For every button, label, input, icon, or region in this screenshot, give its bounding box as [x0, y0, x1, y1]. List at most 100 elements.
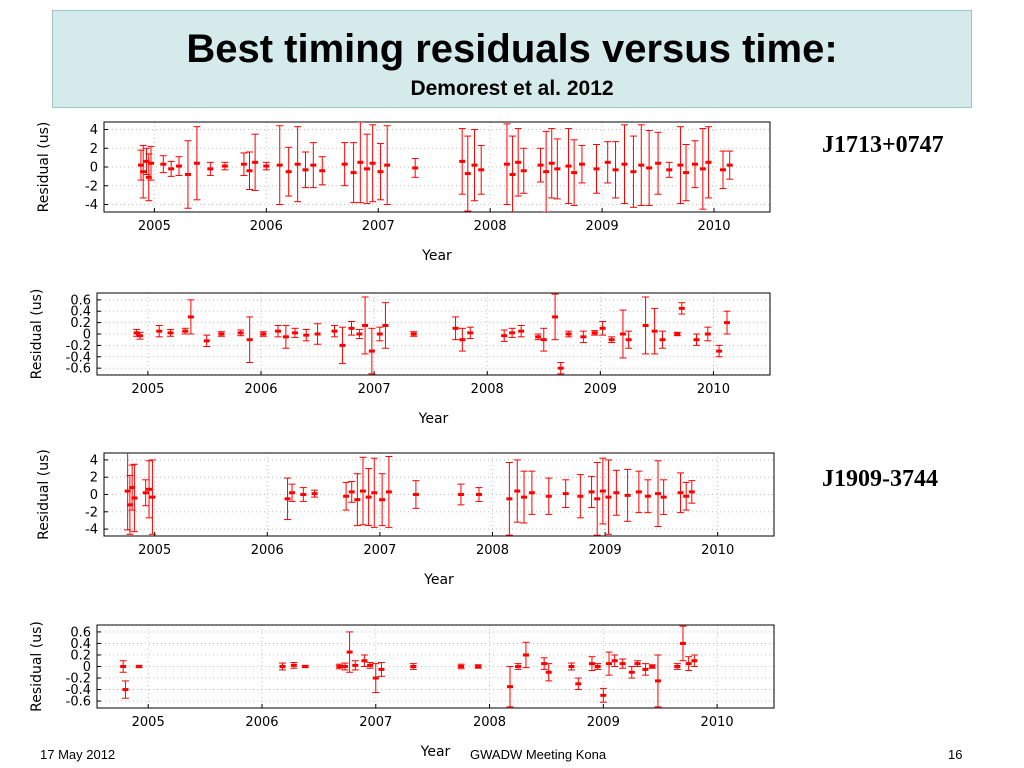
residual-marker: [604, 160, 611, 164]
data-point: [644, 479, 652, 514]
residual-marker: [276, 163, 283, 167]
residual-marker: [593, 167, 600, 171]
data-point: [361, 296, 369, 355]
residual-marker: [541, 662, 548, 666]
residual-marker: [384, 163, 391, 167]
residual-marker: [545, 670, 552, 674]
data-point: [309, 142, 317, 189]
residual-marker: [521, 495, 528, 499]
residual-marker: [279, 665, 286, 668]
data-point: [276, 125, 284, 205]
data-point: [594, 663, 602, 670]
data-point: [500, 329, 508, 342]
residual-marker: [621, 162, 628, 166]
x-tick-label: 2009: [587, 715, 620, 730]
data-point: [691, 140, 699, 189]
residual-marker: [124, 489, 131, 493]
residual-marker: [624, 493, 631, 497]
x-tick-label: 2010: [701, 543, 734, 558]
data-point: [206, 161, 214, 176]
data-point: [605, 651, 613, 676]
data-point: [294, 126, 302, 203]
x-tick-label: 2005: [138, 219, 171, 234]
data-point: [599, 687, 607, 703]
y-tick-label: 0.4: [70, 637, 91, 652]
residual-marker: [716, 349, 723, 353]
x-tick-label: 2007: [359, 715, 392, 730]
x-tick-label: 2008: [471, 382, 504, 397]
footer-date: 17 May 2012: [40, 747, 116, 762]
pulsar-label-j1713: J1713+0747: [822, 132, 944, 158]
data-point: [542, 130, 550, 212]
residual-marker: [655, 161, 662, 165]
data-point: [588, 656, 596, 672]
x-tick-label: 2010: [697, 219, 730, 234]
residual-marker: [260, 332, 267, 336]
residual-marker: [545, 494, 552, 498]
residual-marker: [691, 659, 698, 663]
data-point: [635, 470, 643, 514]
data-point: [167, 160, 175, 177]
data-point: [458, 327, 466, 352]
data-point: [145, 460, 153, 519]
data-point: [464, 135, 472, 212]
data-point: [660, 479, 668, 515]
data-point: [505, 462, 513, 536]
data-point: [383, 125, 391, 205]
data-point: [570, 139, 578, 206]
residual-marker: [311, 492, 318, 496]
data-points: [137, 122, 734, 212]
residual-marker: [364, 167, 371, 171]
data-point: [690, 654, 698, 667]
residual-marker: [143, 159, 150, 163]
residual-marker: [605, 495, 612, 499]
residual-marker: [263, 164, 270, 168]
data-point: [181, 327, 189, 335]
data-point: [514, 663, 522, 670]
residual-marker: [274, 329, 281, 333]
residual-marker: [699, 167, 706, 171]
data-point: [470, 129, 478, 202]
data-point: [540, 327, 548, 352]
data-point: [356, 122, 364, 204]
data-point: [457, 663, 465, 670]
data-point: [175, 156, 183, 176]
y-tick-label: -0.4: [66, 683, 91, 698]
data-point: [274, 324, 282, 338]
y-tick-label: 0: [83, 328, 91, 343]
y-tick-label: -0.2: [66, 339, 91, 354]
data-point: [625, 330, 633, 349]
residual-marker: [655, 492, 662, 496]
data-point: [217, 331, 225, 337]
data-point: [466, 326, 474, 340]
residual-marker: [168, 167, 175, 171]
data-point: [612, 469, 620, 516]
data-point: [699, 128, 707, 210]
residual-marker: [149, 495, 156, 499]
data-point: [284, 477, 292, 521]
residual-marker: [565, 332, 572, 336]
data-points: [133, 293, 731, 375]
x-tick-label: 2009: [584, 382, 617, 397]
data-point: [682, 481, 690, 511]
residual-marker: [704, 332, 711, 336]
residual-marker: [218, 332, 225, 336]
data-point: [624, 468, 632, 522]
data-point: [528, 470, 536, 515]
residual-marker: [339, 343, 346, 347]
residual-marker: [289, 491, 296, 495]
residual-marker: [285, 170, 292, 174]
data-point: [338, 326, 346, 365]
data-point: [678, 302, 686, 315]
data-point: [579, 330, 587, 344]
residual-marker: [331, 329, 338, 333]
residual-marker: [683, 494, 690, 498]
residual-marker: [568, 665, 575, 668]
data-point: [378, 473, 386, 527]
residual-marker: [666, 168, 673, 172]
y-tick-label: -4: [85, 523, 98, 538]
data-point: [119, 660, 127, 673]
data-point: [633, 660, 641, 667]
residual-marker: [705, 160, 712, 164]
data-point: [509, 135, 517, 212]
